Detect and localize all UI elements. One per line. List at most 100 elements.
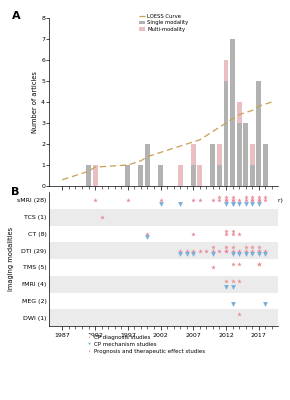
Point <box>184 251 189 257</box>
Point <box>250 244 255 250</box>
Point <box>230 227 235 234</box>
Bar <box>237 123 242 186</box>
Point <box>217 194 222 200</box>
Point <box>126 197 130 204</box>
Point <box>191 251 196 257</box>
Bar <box>158 165 163 186</box>
Point <box>237 251 242 257</box>
Bar <box>125 165 130 186</box>
Point <box>263 251 268 257</box>
Point <box>191 248 196 254</box>
Point <box>211 251 215 257</box>
Point <box>230 261 235 267</box>
Point <box>145 231 150 237</box>
Point <box>224 248 228 254</box>
Bar <box>263 144 268 186</box>
Point <box>237 261 242 267</box>
Bar <box>230 39 235 186</box>
Point <box>250 248 255 254</box>
Point <box>230 197 235 204</box>
Point <box>237 311 242 318</box>
Point <box>197 248 202 254</box>
Point <box>158 197 163 204</box>
Point <box>256 200 261 207</box>
Point <box>211 248 215 254</box>
Point <box>256 194 261 200</box>
Bar <box>224 60 229 81</box>
Bar <box>250 165 255 186</box>
Bar <box>49 292 278 309</box>
Point <box>211 197 215 204</box>
Point <box>224 284 228 291</box>
Point <box>230 251 235 257</box>
Bar <box>49 192 278 209</box>
Point <box>224 194 228 200</box>
Point <box>256 197 261 204</box>
Point <box>243 244 248 250</box>
Point <box>237 248 242 254</box>
Point <box>256 248 261 254</box>
Y-axis label: Number of articles: Number of articles <box>32 71 38 133</box>
Point <box>191 197 196 204</box>
Bar <box>49 226 278 242</box>
Point <box>217 248 222 254</box>
Y-axis label: Imaging modalities: Imaging modalities <box>8 227 14 291</box>
Point <box>250 197 255 204</box>
Point <box>250 200 255 207</box>
Point <box>184 248 189 254</box>
Point <box>230 278 235 284</box>
Point <box>93 197 97 204</box>
Point <box>230 231 235 237</box>
Bar <box>224 81 229 186</box>
Point <box>263 301 268 308</box>
Point <box>250 194 255 200</box>
Point <box>243 200 248 207</box>
Point <box>224 248 228 254</box>
Point <box>230 197 235 204</box>
Point <box>256 261 261 267</box>
Point <box>243 194 248 200</box>
Point <box>230 200 235 207</box>
Bar <box>49 259 278 276</box>
Bar <box>49 276 278 292</box>
Point <box>178 251 182 257</box>
Point <box>211 264 215 270</box>
Point <box>224 244 228 250</box>
Point <box>250 251 255 257</box>
Point <box>197 197 202 204</box>
Point <box>224 227 228 234</box>
Bar <box>145 144 150 186</box>
Point <box>237 197 242 204</box>
Bar <box>243 123 248 186</box>
Text: B: B <box>12 187 20 197</box>
Point <box>237 278 242 284</box>
Bar <box>250 144 255 165</box>
Point <box>178 248 182 254</box>
Bar <box>49 309 278 326</box>
Point <box>230 301 235 308</box>
Point <box>263 197 268 204</box>
Point <box>256 248 261 254</box>
Point <box>243 251 248 257</box>
Bar <box>191 144 196 165</box>
Point <box>256 261 261 267</box>
Point <box>178 200 182 207</box>
Bar <box>211 144 215 186</box>
Point <box>263 194 268 200</box>
Legend: CP diagnosis studies, CP mechanism studies, Prognosis and therapeutic effect stu: CP diagnosis studies, CP mechanism studi… <box>87 335 205 354</box>
Bar <box>49 242 278 259</box>
Bar <box>86 165 91 186</box>
Point <box>145 234 150 240</box>
Bar <box>93 165 97 186</box>
Bar <box>217 165 222 186</box>
Point <box>237 200 242 207</box>
Legend: LOESS Curve, Single modality, Multi-modality: LOESS Curve, Single modality, Multi-moda… <box>139 14 189 32</box>
Point <box>256 251 261 257</box>
Text: (year): (year) <box>265 198 284 202</box>
Point <box>158 200 163 207</box>
Point <box>191 231 196 237</box>
Point <box>256 197 261 204</box>
Bar <box>191 165 196 186</box>
Text: A: A <box>12 11 20 21</box>
Point <box>237 231 242 237</box>
